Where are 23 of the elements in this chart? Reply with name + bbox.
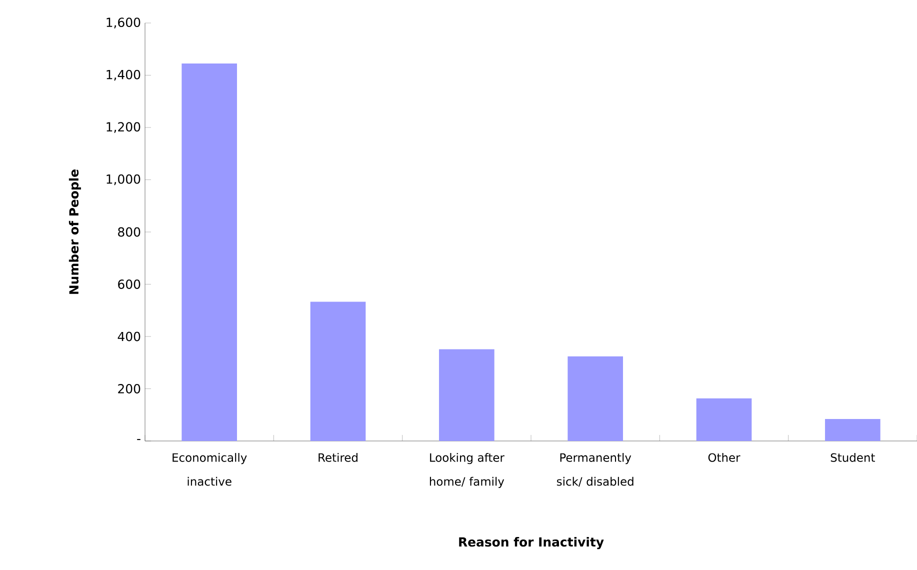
bar — [568, 356, 624, 441]
x-tick-label: Retired — [318, 453, 358, 462]
x-tick-label: Student — [830, 453, 875, 462]
x-tick-label: Permanently sick/ disabled — [556, 453, 634, 487]
bar — [825, 419, 880, 441]
x-axis-title: Reason for Inactivity — [459, 536, 604, 550]
x-tick-label: Economically inactive — [172, 453, 247, 486]
bar — [182, 63, 238, 441]
y-tick-label: 1,200 — [106, 122, 140, 133]
y-tick-label: 1,000 — [106, 174, 140, 186]
x-tick-label: Looking after home/ family — [430, 453, 504, 488]
y-tick-label: 800 — [118, 227, 140, 237]
y-tick-label: 400 — [118, 332, 140, 342]
x-tick-label: Other — [708, 453, 740, 462]
y-tick-label: 1,400 — [106, 70, 140, 81]
y-tick-label: 600 — [118, 280, 140, 289]
y-axis-title: Number of People — [68, 170, 81, 294]
y-tick-label: - — [137, 439, 140, 440]
bar — [310, 302, 366, 441]
y-tick-label: 200 — [118, 384, 140, 394]
bar — [696, 398, 752, 441]
y-tick-label: 1,600 — [106, 18, 140, 28]
bar — [439, 349, 494, 441]
